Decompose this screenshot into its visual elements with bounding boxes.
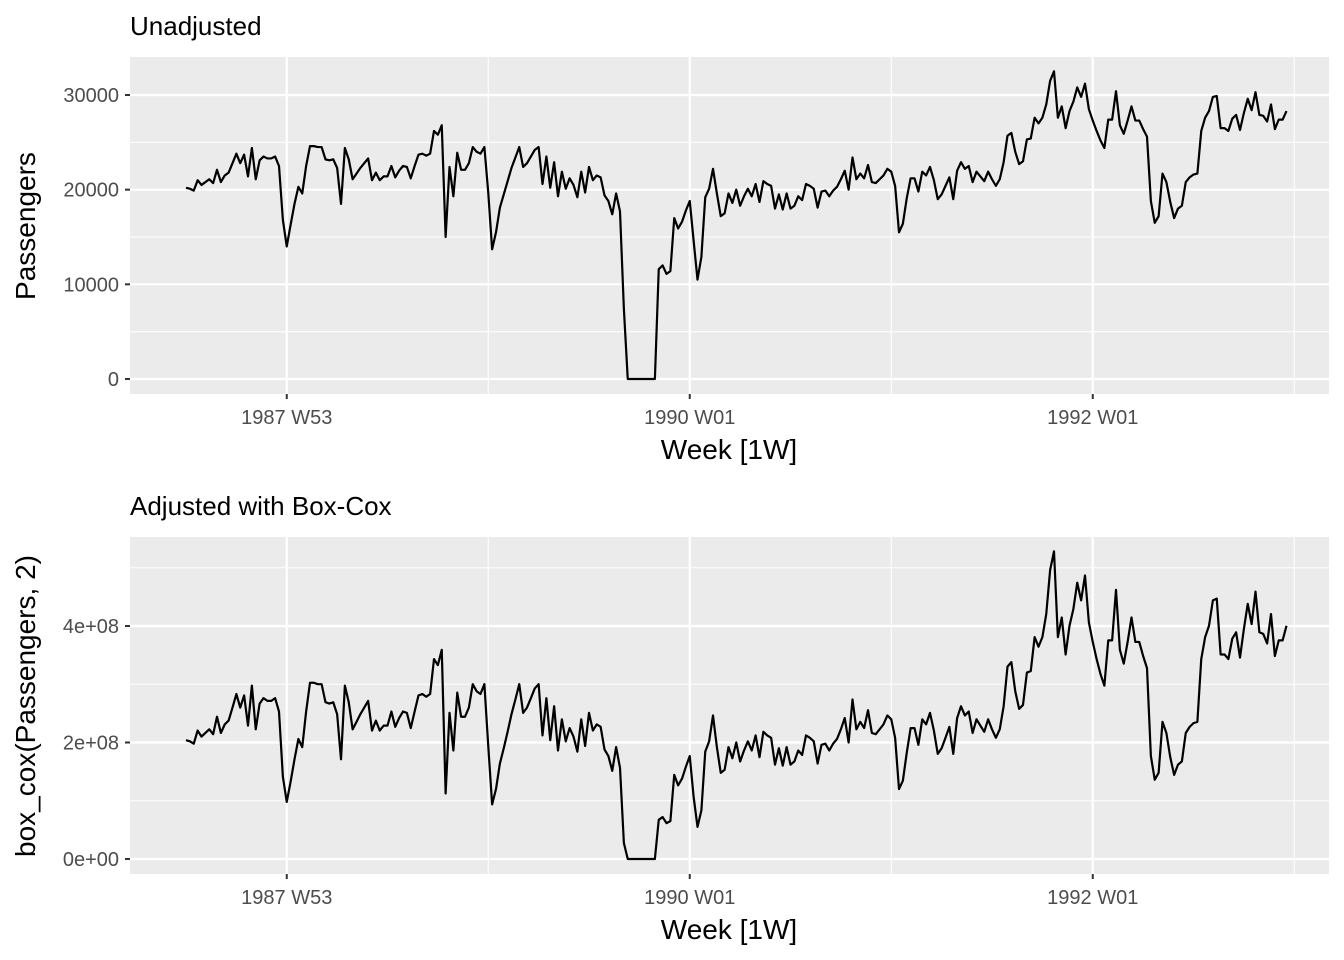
y-tick-label: 20000 bbox=[63, 180, 119, 202]
panel-unadjusted: Unadjusted 0 10000 20000 30000 1987 W53 1990… bbox=[10, 11, 1329, 465]
y-tick-label: 2e+08 bbox=[63, 733, 119, 755]
y-tick-label: 0 bbox=[108, 369, 119, 391]
x-tick-label: 1990 W01 bbox=[644, 887, 735, 909]
x-tick-label: 1990 W01 bbox=[644, 407, 735, 429]
series-line bbox=[185, 550, 1288, 861]
x-tick-label: 1992 W01 bbox=[1047, 887, 1138, 909]
x-axis-label: Week [1W] bbox=[661, 434, 797, 465]
series-line bbox=[185, 70, 1288, 381]
plot-background bbox=[130, 57, 1329, 394]
y-tick-label: 0e+00 bbox=[63, 849, 119, 871]
y-tick-label: 4e+08 bbox=[63, 616, 119, 638]
x-tick-label: 1987 W53 bbox=[241, 407, 332, 429]
y-tick-label: 30000 bbox=[63, 85, 119, 107]
y-tick-label: 10000 bbox=[63, 274, 119, 296]
panel-adjusted: Adjusted with Box-Cox 0e+00 2e+08 4e+08 19… bbox=[10, 491, 1329, 945]
y-axis: 0 10000 20000 30000 bbox=[63, 85, 130, 391]
chart-title: Unadjusted bbox=[130, 11, 262, 41]
y-axis-label: box_cox(Passengers, 2) bbox=[10, 555, 41, 857]
x-axis: 1987 W53 1990 W01 1992 W01 bbox=[241, 394, 1138, 429]
x-axis: 1987 W53 1990 W01 1992 W01 bbox=[241, 874, 1138, 909]
x-tick-label: 1987 W53 bbox=[241, 887, 332, 909]
x-axis-label: Week [1W] bbox=[661, 914, 797, 945]
plot-background bbox=[130, 537, 1329, 874]
y-axis: 0e+00 2e+08 4e+08 bbox=[63, 616, 130, 871]
gridlines bbox=[130, 57, 1329, 394]
y-axis-label: Passengers bbox=[10, 152, 41, 300]
x-tick-label: 1992 W01 bbox=[1047, 407, 1138, 429]
chart-title: Adjusted with Box-Cox bbox=[130, 491, 392, 521]
